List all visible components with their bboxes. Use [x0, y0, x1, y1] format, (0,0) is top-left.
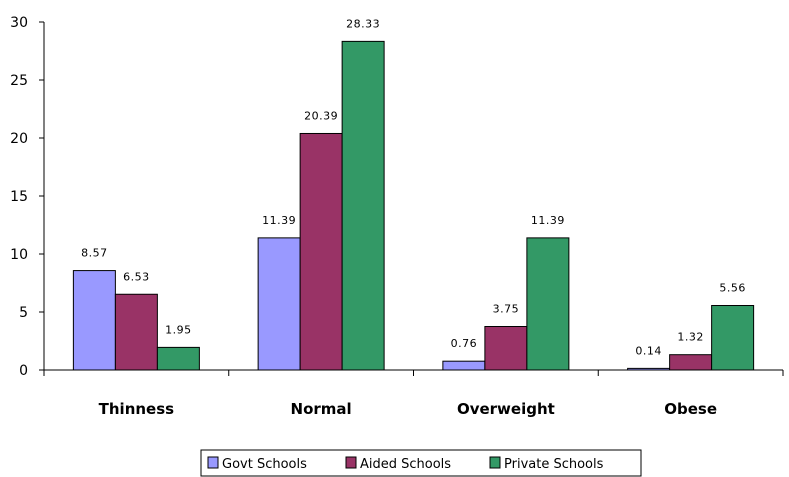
bar-thinness-0	[72, 270, 116, 371]
data-label: 3.75	[493, 303, 520, 316]
legend-swatch	[207, 456, 219, 469]
bar-obese-1	[669, 354, 713, 371]
x-axis	[43, 369, 784, 376]
bar-obese-2	[711, 305, 755, 371]
category-label: Overweight	[457, 400, 555, 418]
bar-thinness-2	[156, 346, 200, 371]
y-tick-label: 20	[10, 131, 28, 147]
data-label: 8.57	[81, 247, 108, 260]
bar-normal-0	[257, 237, 301, 371]
data-labels: 8.57 6.53 1.95 11.39 20.39 28.33 0.76 3.75 11.39…	[81, 17, 746, 357]
y-tick-label: 0	[19, 363, 28, 379]
bar-overweight-0	[442, 360, 486, 371]
y-tick-label: 25	[10, 73, 28, 89]
data-label: 1.32	[677, 331, 704, 344]
legend-label: Private Schools	[504, 457, 604, 472]
category-label: Thinness	[99, 400, 175, 418]
category-label: Normal	[291, 400, 352, 418]
y-tick-label: 30	[10, 15, 28, 31]
data-label: 11.39	[531, 214, 565, 227]
data-label: 28.33	[346, 17, 380, 30]
legend-label: Aided Schools	[360, 457, 451, 472]
category-labels: Thinness Normal Overweight Obese	[99, 400, 717, 418]
legend: Govt Schools Aided Schools Private Schools	[200, 449, 642, 477]
legend-swatch	[345, 456, 357, 469]
y-axis: 0 5 10 15 20 25 30	[10, 15, 45, 379]
data-label: 1.95	[165, 323, 192, 336]
data-label: 0.76	[451, 337, 478, 350]
legend-box	[200, 449, 642, 477]
y-tick-label: 5	[19, 305, 28, 321]
data-label: 20.39	[304, 109, 338, 122]
data-label: 0.14	[635, 344, 662, 357]
bar-normal-2	[341, 40, 385, 371]
bar-obese-0	[627, 367, 671, 371]
data-label: 11.39	[262, 214, 296, 227]
data-label: 6.53	[123, 270, 150, 283]
bar-overweight-1	[484, 326, 528, 371]
data-label: 5.56	[719, 282, 746, 295]
y-tick-label: 10	[10, 247, 28, 263]
y-tick-label: 15	[10, 189, 28, 205]
legend-label: Govt Schools	[222, 457, 307, 472]
category-label: Obese	[664, 400, 717, 418]
bar-thinness-1	[114, 293, 158, 371]
bar-overweight-2	[526, 237, 570, 371]
bar-normal-1	[299, 132, 343, 371]
bars	[72, 40, 755, 371]
legend-swatch	[489, 456, 501, 469]
